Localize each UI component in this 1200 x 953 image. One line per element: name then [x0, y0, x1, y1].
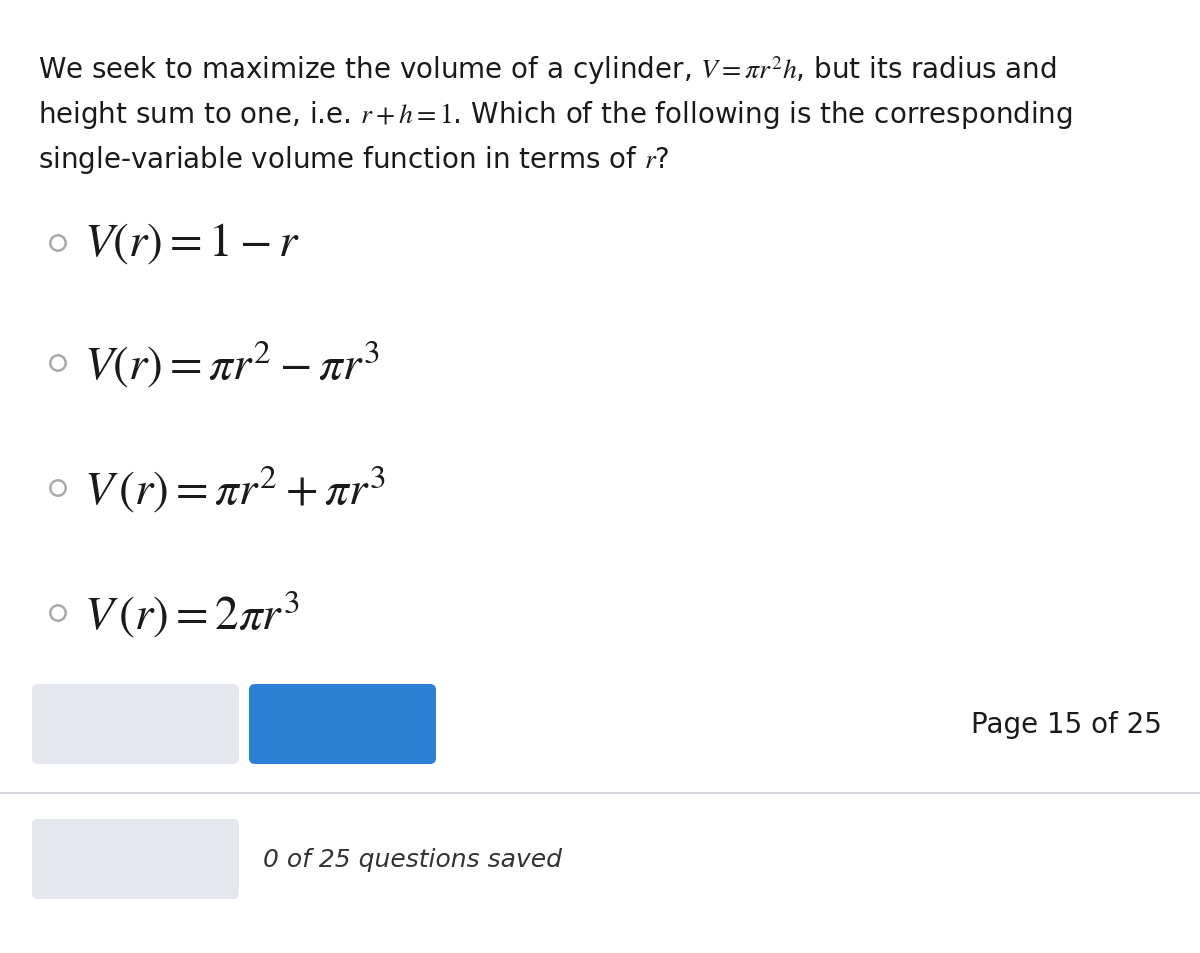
Text: $V\,(r) = \pi r^2 + \pi r^3$: $V\,(r) = \pi r^2 + \pi r^3$ — [84, 462, 385, 515]
Text: Page 15 of 25: Page 15 of 25 — [971, 710, 1162, 739]
Text: Previous Page: Previous Page — [52, 714, 220, 734]
Text: $V\,(r) = 2\pi r^3$: $V\,(r) = 2\pi r^3$ — [84, 587, 299, 639]
Text: We seek to maximize the volume of a cylinder, $V = \pi r^2 h$, but its radius an: We seek to maximize the volume of a cyli… — [38, 54, 1057, 87]
Text: Next Page: Next Page — [282, 714, 403, 734]
Text: 0 of 25 questions saved: 0 of 25 questions saved — [263, 847, 562, 871]
FancyBboxPatch shape — [32, 684, 239, 764]
Text: $V(r) = 1 - r$: $V(r) = 1 - r$ — [84, 221, 300, 266]
Text: $V(r) = \pi r^2 - \pi r^3$: $V(r) = \pi r^2 - \pi r^3$ — [84, 337, 379, 390]
FancyBboxPatch shape — [32, 820, 239, 899]
Text: height sum to one, i.e. $r + h = 1$. Which of the following is the corresponding: height sum to one, i.e. $r + h = 1$. Whi… — [38, 99, 1073, 131]
Text: Submit Quiz: Submit Quiz — [64, 849, 206, 869]
Text: single-variable volume function in terms of $r$?: single-variable volume function in terms… — [38, 144, 670, 175]
FancyBboxPatch shape — [250, 684, 436, 764]
